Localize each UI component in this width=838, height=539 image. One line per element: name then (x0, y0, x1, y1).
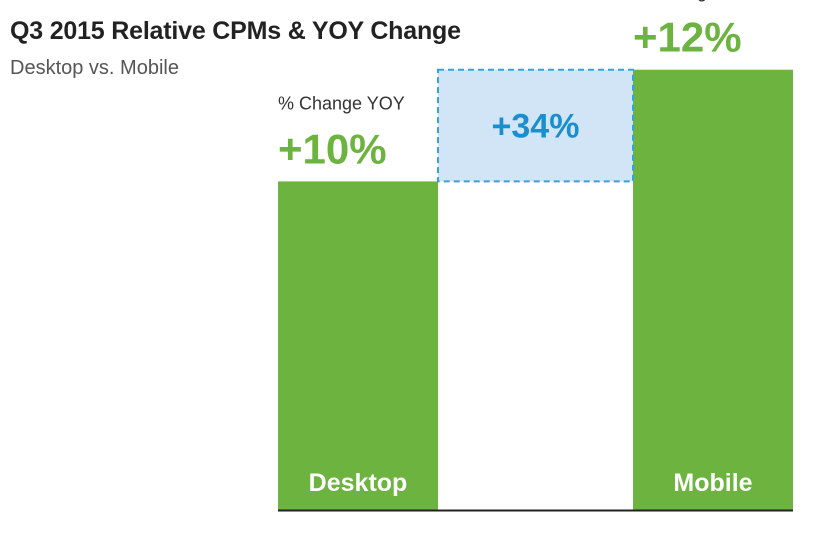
yoy-caption-mobile: % Change YOY (633, 0, 760, 2)
bar-desktop (278, 181, 438, 510)
chart-subtitle: Desktop vs. Mobile (10, 57, 179, 79)
category-label-mobile: Mobile (673, 469, 752, 497)
relative-difference-label: +34% (492, 108, 580, 146)
chart-title: Q3 2015 Relative CPMs & YOY Change (10, 17, 461, 45)
category-label-desktop: Desktop (309, 469, 408, 497)
yoy-change-desktop: +10% (278, 125, 387, 172)
bar-mobile (633, 69, 793, 510)
yoy-change-mobile: +12% (633, 14, 742, 61)
relative-difference-box (437, 68, 634, 183)
yoy-caption-desktop: % Change YOY (278, 93, 405, 113)
